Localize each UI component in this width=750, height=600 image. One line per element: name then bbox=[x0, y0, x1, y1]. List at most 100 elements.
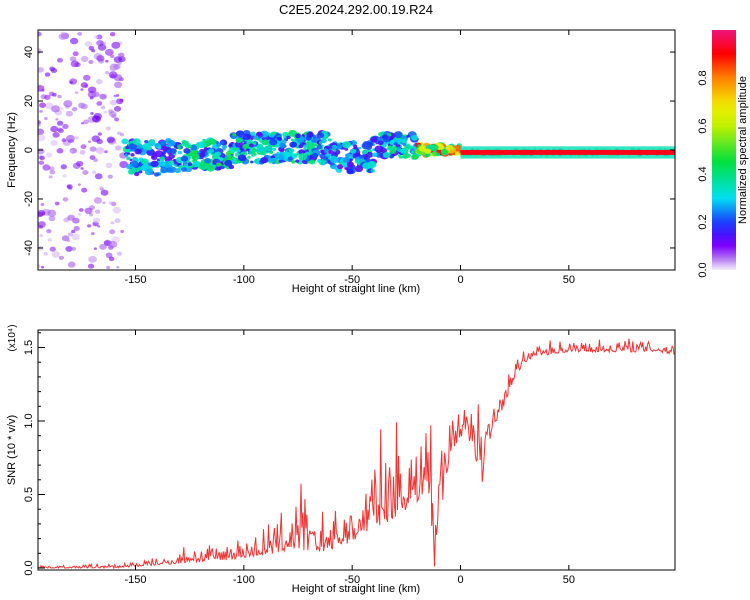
spectrogram-blob bbox=[74, 136, 79, 140]
spectrogram-blob bbox=[60, 164, 67, 170]
spectrogram-blob bbox=[437, 144, 441, 147]
spectrogram-blob bbox=[256, 144, 264, 150]
spectrogram-blob bbox=[59, 107, 64, 111]
spectrogram-blob bbox=[117, 61, 122, 65]
spectrogram-blob bbox=[389, 148, 397, 154]
spectrogram-blob bbox=[370, 136, 378, 143]
spectrogram-blob bbox=[105, 126, 111, 131]
spectrogram-blob bbox=[346, 168, 354, 175]
x-tick-label: -50 bbox=[344, 274, 360, 286]
spectrogram-blob bbox=[126, 156, 131, 161]
colorbar-tick-label: 0.0 bbox=[697, 262, 709, 277]
spectrogram-blob bbox=[127, 152, 131, 155]
spectrogram-blob bbox=[140, 158, 149, 165]
x-tick-label: -150 bbox=[124, 574, 146, 586]
spectrogram-blob bbox=[48, 215, 56, 222]
spectrogram-blob bbox=[256, 131, 263, 137]
spectrogram-blob bbox=[38, 134, 46, 142]
spectrogram-blob bbox=[106, 265, 111, 270]
spectrogram-blob bbox=[91, 91, 100, 98]
spectrogram-blob bbox=[38, 209, 46, 217]
spectrogram-blob bbox=[88, 212, 94, 217]
spectrogram-blob bbox=[236, 149, 241, 153]
spectrogram-blob bbox=[144, 168, 154, 176]
spectrogram-blob bbox=[66, 134, 75, 142]
spectrogram-blob bbox=[81, 187, 88, 193]
spectrogram-blob bbox=[93, 217, 101, 224]
spectrogram-blob bbox=[298, 153, 308, 161]
spectrogram-blob bbox=[65, 110, 73, 117]
spectrogram-blob bbox=[353, 144, 358, 148]
spectrogram-blob bbox=[46, 229, 52, 234]
spectrogram-blob bbox=[41, 88, 45, 92]
y-tick-label: 40 bbox=[23, 46, 35, 58]
spectrogram-blob bbox=[108, 256, 115, 262]
spectrogram-blob bbox=[114, 117, 120, 122]
spectrogram-blob bbox=[96, 34, 103, 40]
spectrogram-blob bbox=[40, 202, 45, 206]
spectrogram-blob bbox=[406, 134, 411, 138]
spectrogram-blob bbox=[106, 136, 115, 143]
spectrogram-blob bbox=[168, 160, 175, 166]
spectrogram-blob bbox=[104, 48, 114, 56]
spectrogram-blob bbox=[103, 110, 107, 114]
colorbar-tick-label: 0.6 bbox=[697, 118, 709, 133]
spectrogram-blob bbox=[91, 135, 101, 143]
spectrogram-blob bbox=[336, 164, 344, 170]
spectrogram-blob bbox=[108, 201, 113, 205]
spectrogram-blob bbox=[97, 132, 102, 136]
spectrogram-blob bbox=[69, 56, 77, 62]
spectrogram-blob bbox=[291, 160, 296, 164]
spectrogram-blob bbox=[320, 149, 325, 153]
spectrogram-blob bbox=[114, 81, 123, 89]
spectrogram-blob bbox=[290, 138, 295, 142]
spectrogram-blob bbox=[105, 59, 109, 63]
spectrogram-blob bbox=[272, 147, 277, 151]
spectrogram-blob bbox=[134, 171, 140, 177]
spectrogram-blob bbox=[402, 153, 409, 159]
spectrogram-marks bbox=[38, 31, 675, 270]
spectrogram-blob bbox=[95, 147, 105, 154]
spectrogram-blob bbox=[89, 146, 97, 152]
spectrogram-blob bbox=[113, 63, 121, 70]
spectrogram-blob bbox=[187, 162, 193, 166]
spectrogram-blob bbox=[110, 221, 115, 225]
spectrogram-blob bbox=[128, 143, 137, 150]
spectrogram-blob bbox=[55, 118, 59, 121]
spectrogram-blob bbox=[69, 149, 74, 153]
spectrogram-blob bbox=[130, 160, 139, 167]
spectrogram-blob bbox=[132, 138, 141, 145]
x-tick-label: -100 bbox=[233, 274, 255, 286]
spectrogram-blob bbox=[109, 31, 116, 37]
spectrogram-blob bbox=[197, 141, 207, 149]
spectrogram-blob bbox=[206, 164, 215, 172]
spectrogram-blob bbox=[159, 156, 166, 162]
spectrogram-blob bbox=[316, 144, 323, 150]
spectrogram-blob bbox=[38, 120, 42, 125]
spectrogram-blob bbox=[104, 150, 108, 154]
spectrogram-blob bbox=[113, 105, 122, 112]
spectrogram-blob bbox=[144, 139, 149, 144]
spectrogram-blob bbox=[344, 167, 348, 170]
spectrogram-blob bbox=[418, 145, 427, 152]
spectrogram-blob bbox=[216, 166, 222, 171]
spectrogram-blob bbox=[146, 145, 153, 151]
spectrogram-blob bbox=[309, 143, 316, 149]
spectrogram-blob bbox=[161, 151, 167, 155]
spectrogram-blob bbox=[307, 160, 311, 164]
spectrogram-blob bbox=[342, 156, 350, 163]
spectrogram-blob bbox=[247, 155, 251, 159]
spectrogram-blob bbox=[374, 145, 384, 153]
spectrogram-blob bbox=[44, 94, 51, 100]
y-tick-label: 0.0 bbox=[23, 560, 35, 575]
spectrogram-blob bbox=[328, 149, 334, 155]
spectrogram-blob bbox=[264, 145, 273, 152]
spectrogram-blob bbox=[333, 149, 337, 152]
spectrogram-blob bbox=[118, 56, 126, 63]
spectrogram-blob bbox=[349, 148, 357, 154]
spectrogram-blob bbox=[100, 105, 106, 110]
y-tick-label: 0 bbox=[23, 147, 35, 153]
spectrogram-blob bbox=[67, 214, 75, 221]
spectrogram-blob bbox=[208, 148, 215, 154]
